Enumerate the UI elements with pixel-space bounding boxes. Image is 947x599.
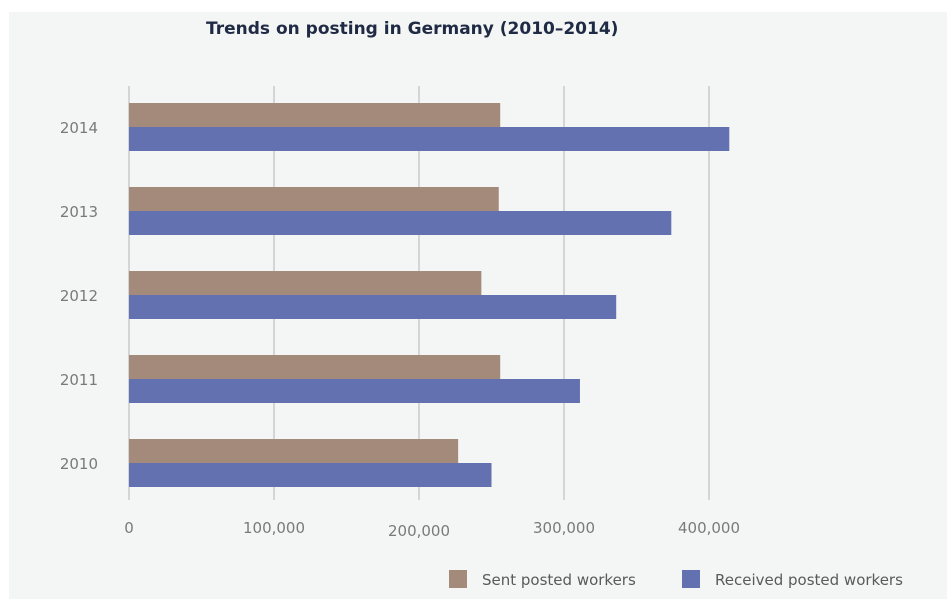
y-tick-label: 2014 (60, 119, 98, 137)
bar-received-2013 (129, 211, 672, 235)
legend-label: Received posted workers (715, 571, 903, 589)
x-tick-label: 0 (124, 519, 134, 537)
bar-sent-2013 (129, 187, 499, 211)
x-tick-label: 200,000 (388, 522, 450, 540)
x-tick-label: 400,000 (678, 519, 740, 537)
y-tick-label: 2010 (60, 455, 98, 473)
legend-swatch (682, 570, 700, 588)
x-tick-label: 100,000 (243, 519, 305, 537)
bar-sent-2011 (129, 355, 501, 379)
bar-received-2011 (129, 379, 580, 403)
legend-label: Sent posted workers (482, 571, 636, 589)
y-tick-labels: 2014 2013 2012 2011 2010 (60, 119, 98, 473)
bar-received-2014 (129, 127, 730, 151)
bar-sent-2012 (129, 271, 482, 295)
y-tick-label: 2011 (60, 371, 98, 389)
legend: Sent posted workers Received posted worke… (449, 570, 903, 589)
legend-swatch (449, 570, 467, 588)
y-tick-label: 2012 (60, 287, 98, 305)
bars (129, 103, 730, 487)
y-tick-label: 2013 (60, 203, 98, 221)
bar-received-2012 (129, 295, 617, 319)
bar-sent-2010 (129, 439, 459, 463)
chart-title: Trends on posting in Germany (2010–2014) (206, 19, 619, 39)
x-tick-labels: 0 100,000 200,000 300,000 400,000 (124, 519, 740, 540)
x-tick-label: 300,000 (533, 519, 595, 537)
bar-sent-2014 (129, 103, 501, 127)
bar-received-2010 (129, 463, 492, 487)
